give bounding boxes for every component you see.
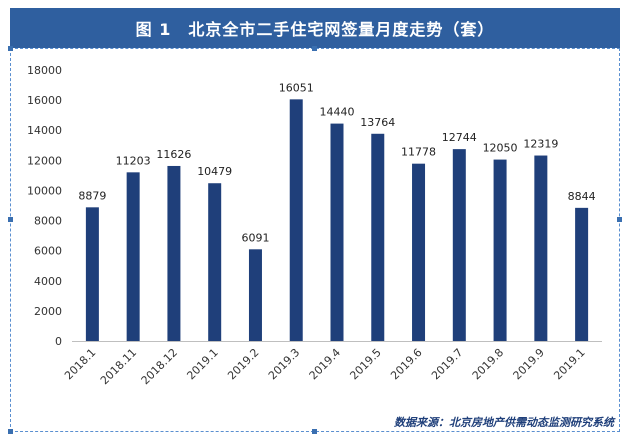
x-tick-label: 2019.6 xyxy=(388,346,424,382)
x-tick-label: 2019.4 xyxy=(307,346,343,382)
data-label: 14440 xyxy=(320,106,355,119)
bar xyxy=(452,149,466,341)
y-tick-label: 14000 xyxy=(27,124,62,137)
y-tick-label: 12000 xyxy=(27,154,62,167)
bar xyxy=(534,155,548,341)
data-label: 13764 xyxy=(360,116,395,129)
chart-title: 图 1 北京全市二手住宅网签量月度走势（套） xyxy=(135,20,495,39)
y-tick-label: 0 xyxy=(55,335,62,348)
resize-handle-top-middle[interactable] xyxy=(312,46,317,51)
x-tick-label: 2019.1 xyxy=(184,346,220,382)
resize-handle-bottom-left[interactable] xyxy=(8,429,13,434)
x-tick-label: 2019.1 xyxy=(551,346,587,382)
bar xyxy=(248,249,262,341)
data-label: 16051 xyxy=(279,81,314,94)
data-label: 12050 xyxy=(483,142,518,155)
y-tick-label: 10000 xyxy=(27,184,62,197)
bar xyxy=(167,165,181,341)
bar xyxy=(289,99,303,341)
bar xyxy=(208,183,222,341)
data-label: 11778 xyxy=(401,146,436,159)
resize-handle-top-left[interactable] xyxy=(8,46,13,51)
data-label: 8844 xyxy=(568,190,596,203)
x-tick-label: 2019.7 xyxy=(429,346,465,382)
x-tick-label: 2019.9 xyxy=(511,346,547,382)
resize-handle-middle-right[interactable] xyxy=(617,217,622,222)
x-tick-label: 2018.11 xyxy=(98,346,139,387)
bar xyxy=(493,159,507,341)
bar xyxy=(126,172,140,341)
bar xyxy=(85,207,99,341)
y-tick-label: 18000 xyxy=(27,64,62,77)
bar xyxy=(412,163,426,341)
data-label: 12744 xyxy=(442,131,477,144)
resize-handle-middle-left[interactable] xyxy=(8,217,13,222)
data-label: 11626 xyxy=(156,148,191,161)
data-label: 12319 xyxy=(523,138,558,151)
chart-title-bar: 图 1 北京全市二手住宅网签量月度走势（套） xyxy=(10,8,620,48)
y-tick-label: 6000 xyxy=(34,245,62,258)
x-tick-label: 2018.1 xyxy=(62,346,98,382)
y-tick-label: 16000 xyxy=(27,94,62,107)
x-tick-label: 2019.5 xyxy=(347,346,383,382)
data-label: 8879 xyxy=(78,189,106,202)
x-tick-label: 2019.3 xyxy=(266,346,302,382)
resize-handle-bottom-middle[interactable] xyxy=(312,429,317,434)
x-tick-label: 2019.2 xyxy=(225,346,261,382)
data-source-note: 数据来源：北京房地产供需动态监测研究系统 xyxy=(394,416,614,429)
x-tick-label: 2019.8 xyxy=(470,346,506,382)
data-label: 6091 xyxy=(241,231,269,244)
data-label: 11203 xyxy=(116,154,151,167)
bar xyxy=(330,123,344,341)
bar xyxy=(575,207,589,341)
data-label: 10479 xyxy=(197,165,232,178)
x-tick-label: 2018.12 xyxy=(139,346,180,387)
y-tick-label: 2000 xyxy=(34,305,62,318)
bar xyxy=(371,133,385,341)
y-tick-label: 8000 xyxy=(34,215,62,228)
y-tick-label: 4000 xyxy=(34,275,62,288)
